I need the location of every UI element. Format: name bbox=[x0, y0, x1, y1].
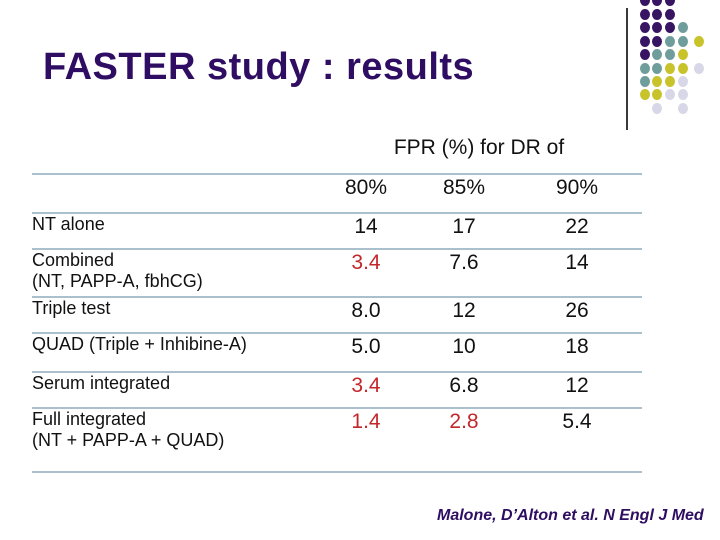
table-row: Serum integrated 3.4 6.8 12 bbox=[32, 372, 643, 409]
decorative-dot bbox=[640, 75, 650, 87]
decorative-dot bbox=[665, 35, 675, 47]
cell-value: 3.4 bbox=[316, 249, 416, 298]
cell-value: 22 bbox=[512, 213, 643, 250]
column-header: 90% bbox=[512, 174, 643, 214]
decorative-dot bbox=[694, 62, 704, 74]
cell-value: 12 bbox=[416, 297, 512, 334]
row-label: Full integrated (NT + PAPP-A + QUAD) bbox=[32, 408, 316, 473]
cell-value: 1.4 bbox=[316, 408, 416, 473]
decorative-dot bbox=[665, 21, 675, 33]
decorative-dot bbox=[640, 21, 650, 33]
decorative-dot bbox=[652, 75, 662, 87]
decorative-dot bbox=[694, 35, 704, 47]
decorative-dot bbox=[652, 0, 662, 6]
decorative-dot bbox=[652, 8, 662, 20]
row-label: Serum integrated bbox=[32, 372, 316, 409]
decorative-dot bbox=[678, 102, 688, 114]
decorative-dot bbox=[652, 48, 662, 60]
vertical-accent-line bbox=[626, 8, 628, 130]
cell-value: 2.8 bbox=[416, 408, 512, 473]
cell-value: 5.4 bbox=[512, 408, 643, 473]
row-label: Triple test bbox=[32, 297, 316, 334]
table-row: Triple test 8.0 12 26 bbox=[32, 297, 643, 334]
decorative-dot bbox=[640, 62, 650, 74]
row-label: Combined (NT, PAPP-A, fbhCG) bbox=[32, 249, 316, 298]
row-label: NT alone bbox=[32, 213, 316, 250]
corner-spacer bbox=[32, 174, 316, 214]
decorative-dot bbox=[665, 48, 675, 60]
decorative-dot bbox=[665, 8, 675, 20]
results-table: FPR (%) for DR of 80% 85% 90% NT alone 14 17… bbox=[32, 136, 643, 473]
cell-value: 3.4 bbox=[316, 372, 416, 409]
decorative-dot bbox=[678, 75, 688, 87]
table-row: NT alone 14 17 22 bbox=[32, 213, 643, 250]
cell-value: 14 bbox=[316, 213, 416, 250]
cell-value: 6.8 bbox=[416, 372, 512, 409]
table-spanning-header: FPR (%) for DR of bbox=[316, 136, 643, 175]
column-header-row: 80% 85% 90% bbox=[32, 174, 643, 214]
decorative-dot bbox=[678, 88, 688, 100]
decorative-dot bbox=[678, 48, 688, 60]
cell-value: 12 bbox=[512, 372, 643, 409]
table-row: Full integrated (NT + PAPP-A + QUAD) 1.4 2… bbox=[32, 408, 643, 473]
decorative-dot bbox=[652, 88, 662, 100]
cell-value: 18 bbox=[512, 333, 643, 373]
decorative-dot bbox=[665, 88, 675, 100]
cell-value: 10 bbox=[416, 333, 512, 373]
decorative-dot bbox=[640, 35, 650, 47]
decorative-dot bbox=[678, 21, 688, 33]
decorative-dot bbox=[678, 62, 688, 74]
cell-value: 26 bbox=[512, 297, 643, 334]
decorative-dot bbox=[678, 35, 688, 47]
decorative-dot bbox=[665, 75, 675, 87]
cell-value: 17 bbox=[416, 213, 512, 250]
decorative-dot bbox=[652, 102, 662, 114]
cell-value: 14 bbox=[512, 249, 643, 298]
decorative-dot bbox=[640, 88, 650, 100]
row-label: QUAD (Triple + Inhibine-A) bbox=[32, 333, 316, 373]
table-row: Combined (NT, PAPP-A, fbhCG) 3.4 7.6 14 bbox=[32, 249, 643, 298]
table-row: QUAD (Triple + Inhibine-A) 5.0 10 18 bbox=[32, 333, 643, 373]
citation: Malone, D’Alton et al. N Engl J Med bbox=[437, 507, 704, 524]
decorative-dot bbox=[665, 62, 675, 74]
cell-value: 5.0 bbox=[316, 333, 416, 373]
corner-spacer bbox=[32, 136, 316, 175]
decorative-dot bbox=[640, 0, 650, 6]
spanning-header-row: FPR (%) for DR of bbox=[32, 136, 643, 175]
cell-value: 8.0 bbox=[316, 297, 416, 334]
decorative-dot bbox=[665, 0, 675, 6]
cell-value: 7.6 bbox=[416, 249, 512, 298]
decorative-dot bbox=[640, 48, 650, 60]
decorative-dot bbox=[652, 21, 662, 33]
column-header: 85% bbox=[416, 174, 512, 214]
decorative-dot bbox=[652, 35, 662, 47]
decorative-dot bbox=[640, 8, 650, 20]
slide-title: FASTER study : results bbox=[43, 46, 475, 88]
column-header: 80% bbox=[316, 174, 416, 214]
decorative-dot bbox=[652, 62, 662, 74]
